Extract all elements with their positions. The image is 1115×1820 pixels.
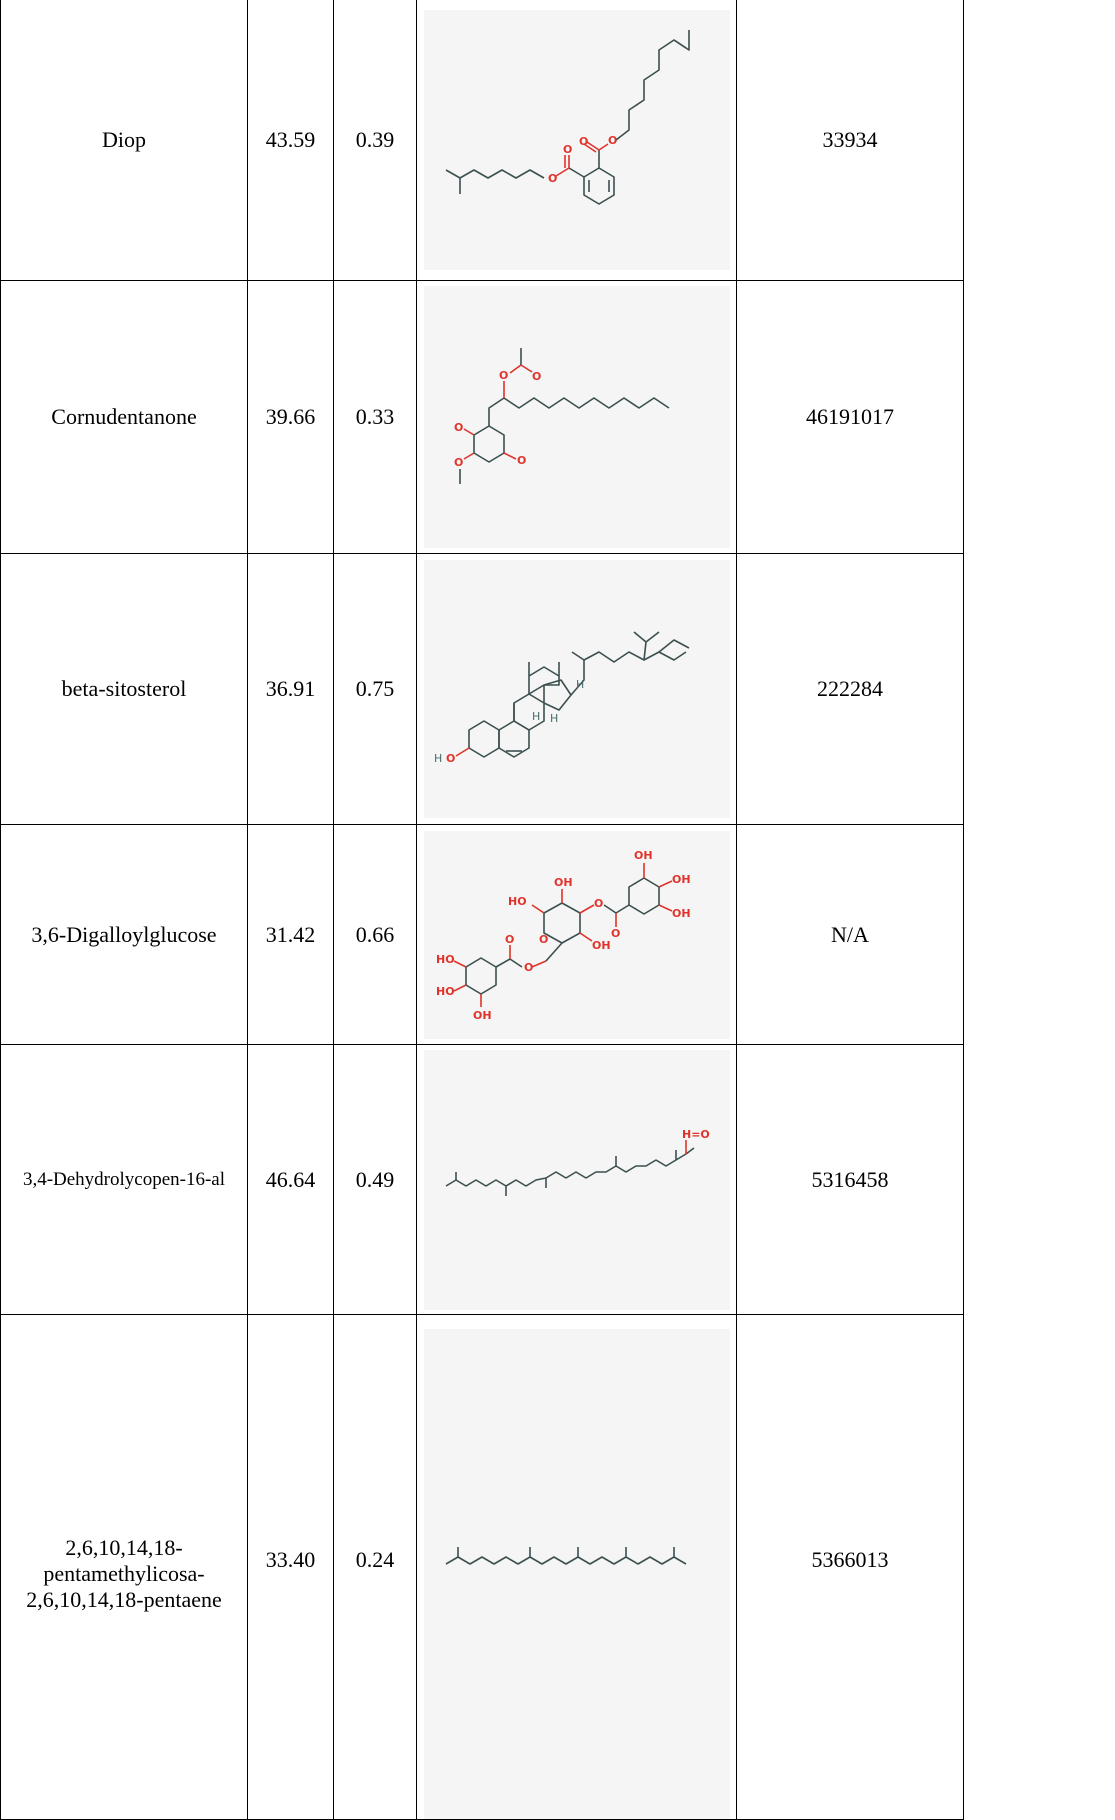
value-2: 0.24 [333,1314,417,1820]
value-1: 33.40 [247,1314,334,1820]
compound-name: 2,6,10,14,18-pentamethylicosa-2,6,10,14,… [0,1314,248,1820]
value-1: 31.42 [247,824,334,1045]
compound-id: N/A [736,824,964,1045]
structure-cell [416,1314,737,1820]
structure-cell: O H H H H [416,553,737,825]
svg-text:OH: OH [554,876,573,889]
svg-text:OH: OH [473,1009,492,1022]
svg-text:HO: HO [436,953,455,966]
svg-text:O: O [539,933,548,946]
svg-text:O: O [454,456,463,469]
svg-text:O: O [548,172,557,185]
digalloylglucose-structure-image: HO OH OH O O O OH OH OH [423,830,730,1039]
svg-text:OH: OH [592,939,611,952]
svg-text:OH: OH [672,907,691,920]
compound-name: 3,4-Dehydrolycopen-16-al [0,1044,248,1315]
table-row: 2,6,10,14,18-pentamethylicosa-2,6,10,14,… [0,1314,964,1820]
value-1: 39.66 [247,280,334,554]
compound-name: beta-sitosterol [0,553,248,825]
table-row: Cornudentanone 39.66 0.33 O O O [0,280,964,554]
svg-text:H: H [434,752,442,765]
svg-text:OH: OH [672,873,691,886]
svg-text:O: O [517,454,526,467]
table-row: 3,6-Digalloylglucose 31.42 0.66 HO OH OH… [0,824,964,1045]
svg-text:O: O [594,897,603,910]
structure-cell: O O O O [416,0,737,281]
beta-sitosterol-structure-image: O H H H H [423,560,730,818]
value-1: 43.59 [247,0,334,281]
table-row: beta-sitosterol 36.91 0.75 O H [0,553,964,825]
table-row: Diop 43.59 0.39 O O [0,0,964,281]
svg-text:O: O [611,927,620,940]
compound-name: Diop [0,0,248,281]
svg-text:O: O [524,961,533,974]
compound-name: 3,6-Digalloylglucose [0,824,248,1045]
table-row: 3,4-Dehydrolycopen-16-al 46.64 0.49 H=O … [0,1044,964,1315]
structure-cell: H=O [416,1044,737,1315]
svg-text:O: O [532,370,541,383]
dehydrolycopenal-structure-image: H=O [423,1049,730,1310]
compound-id: 5366013 [736,1314,964,1820]
value-2: 0.66 [333,824,417,1045]
svg-text:O: O [446,752,455,765]
svg-text:O: O [505,933,514,946]
value-2: 0.75 [333,553,417,825]
pentamethylicosapentaene-structure-image [423,1329,730,1819]
svg-text:H=O: H=O [682,1128,710,1141]
value-1: 46.64 [247,1044,334,1315]
svg-text:O: O [579,135,588,148]
svg-text:HO: HO [508,895,527,908]
diop-structure-image: O O O O [423,10,730,270]
svg-text:O: O [608,134,617,147]
svg-text:H: H [532,710,540,723]
compound-id: 222284 [736,553,964,825]
structure-cell: HO OH OH O O O OH OH OH [416,824,737,1045]
compound-id: 46191017 [736,280,964,554]
compound-table: Diop 43.59 0.39 O O [0,0,964,1820]
structure-cell: O O O O O [416,280,737,554]
svg-text:O: O [454,421,463,434]
compound-name: Cornudentanone [0,280,248,554]
svg-text:O: O [499,369,508,382]
compound-id: 33934 [736,0,964,281]
cornudentanone-structure-image: O O O O O [423,286,730,548]
svg-text:O: O [563,143,572,156]
svg-text:OH: OH [634,849,653,862]
value-2: 0.49 [333,1044,417,1315]
svg-text:H: H [550,712,558,725]
value-2: 0.33 [333,280,417,554]
value-2: 0.39 [333,0,417,281]
svg-text:HO: HO [436,985,455,998]
compound-id: 5316458 [736,1044,964,1315]
svg-text:H: H [576,678,584,691]
value-1: 36.91 [247,553,334,825]
